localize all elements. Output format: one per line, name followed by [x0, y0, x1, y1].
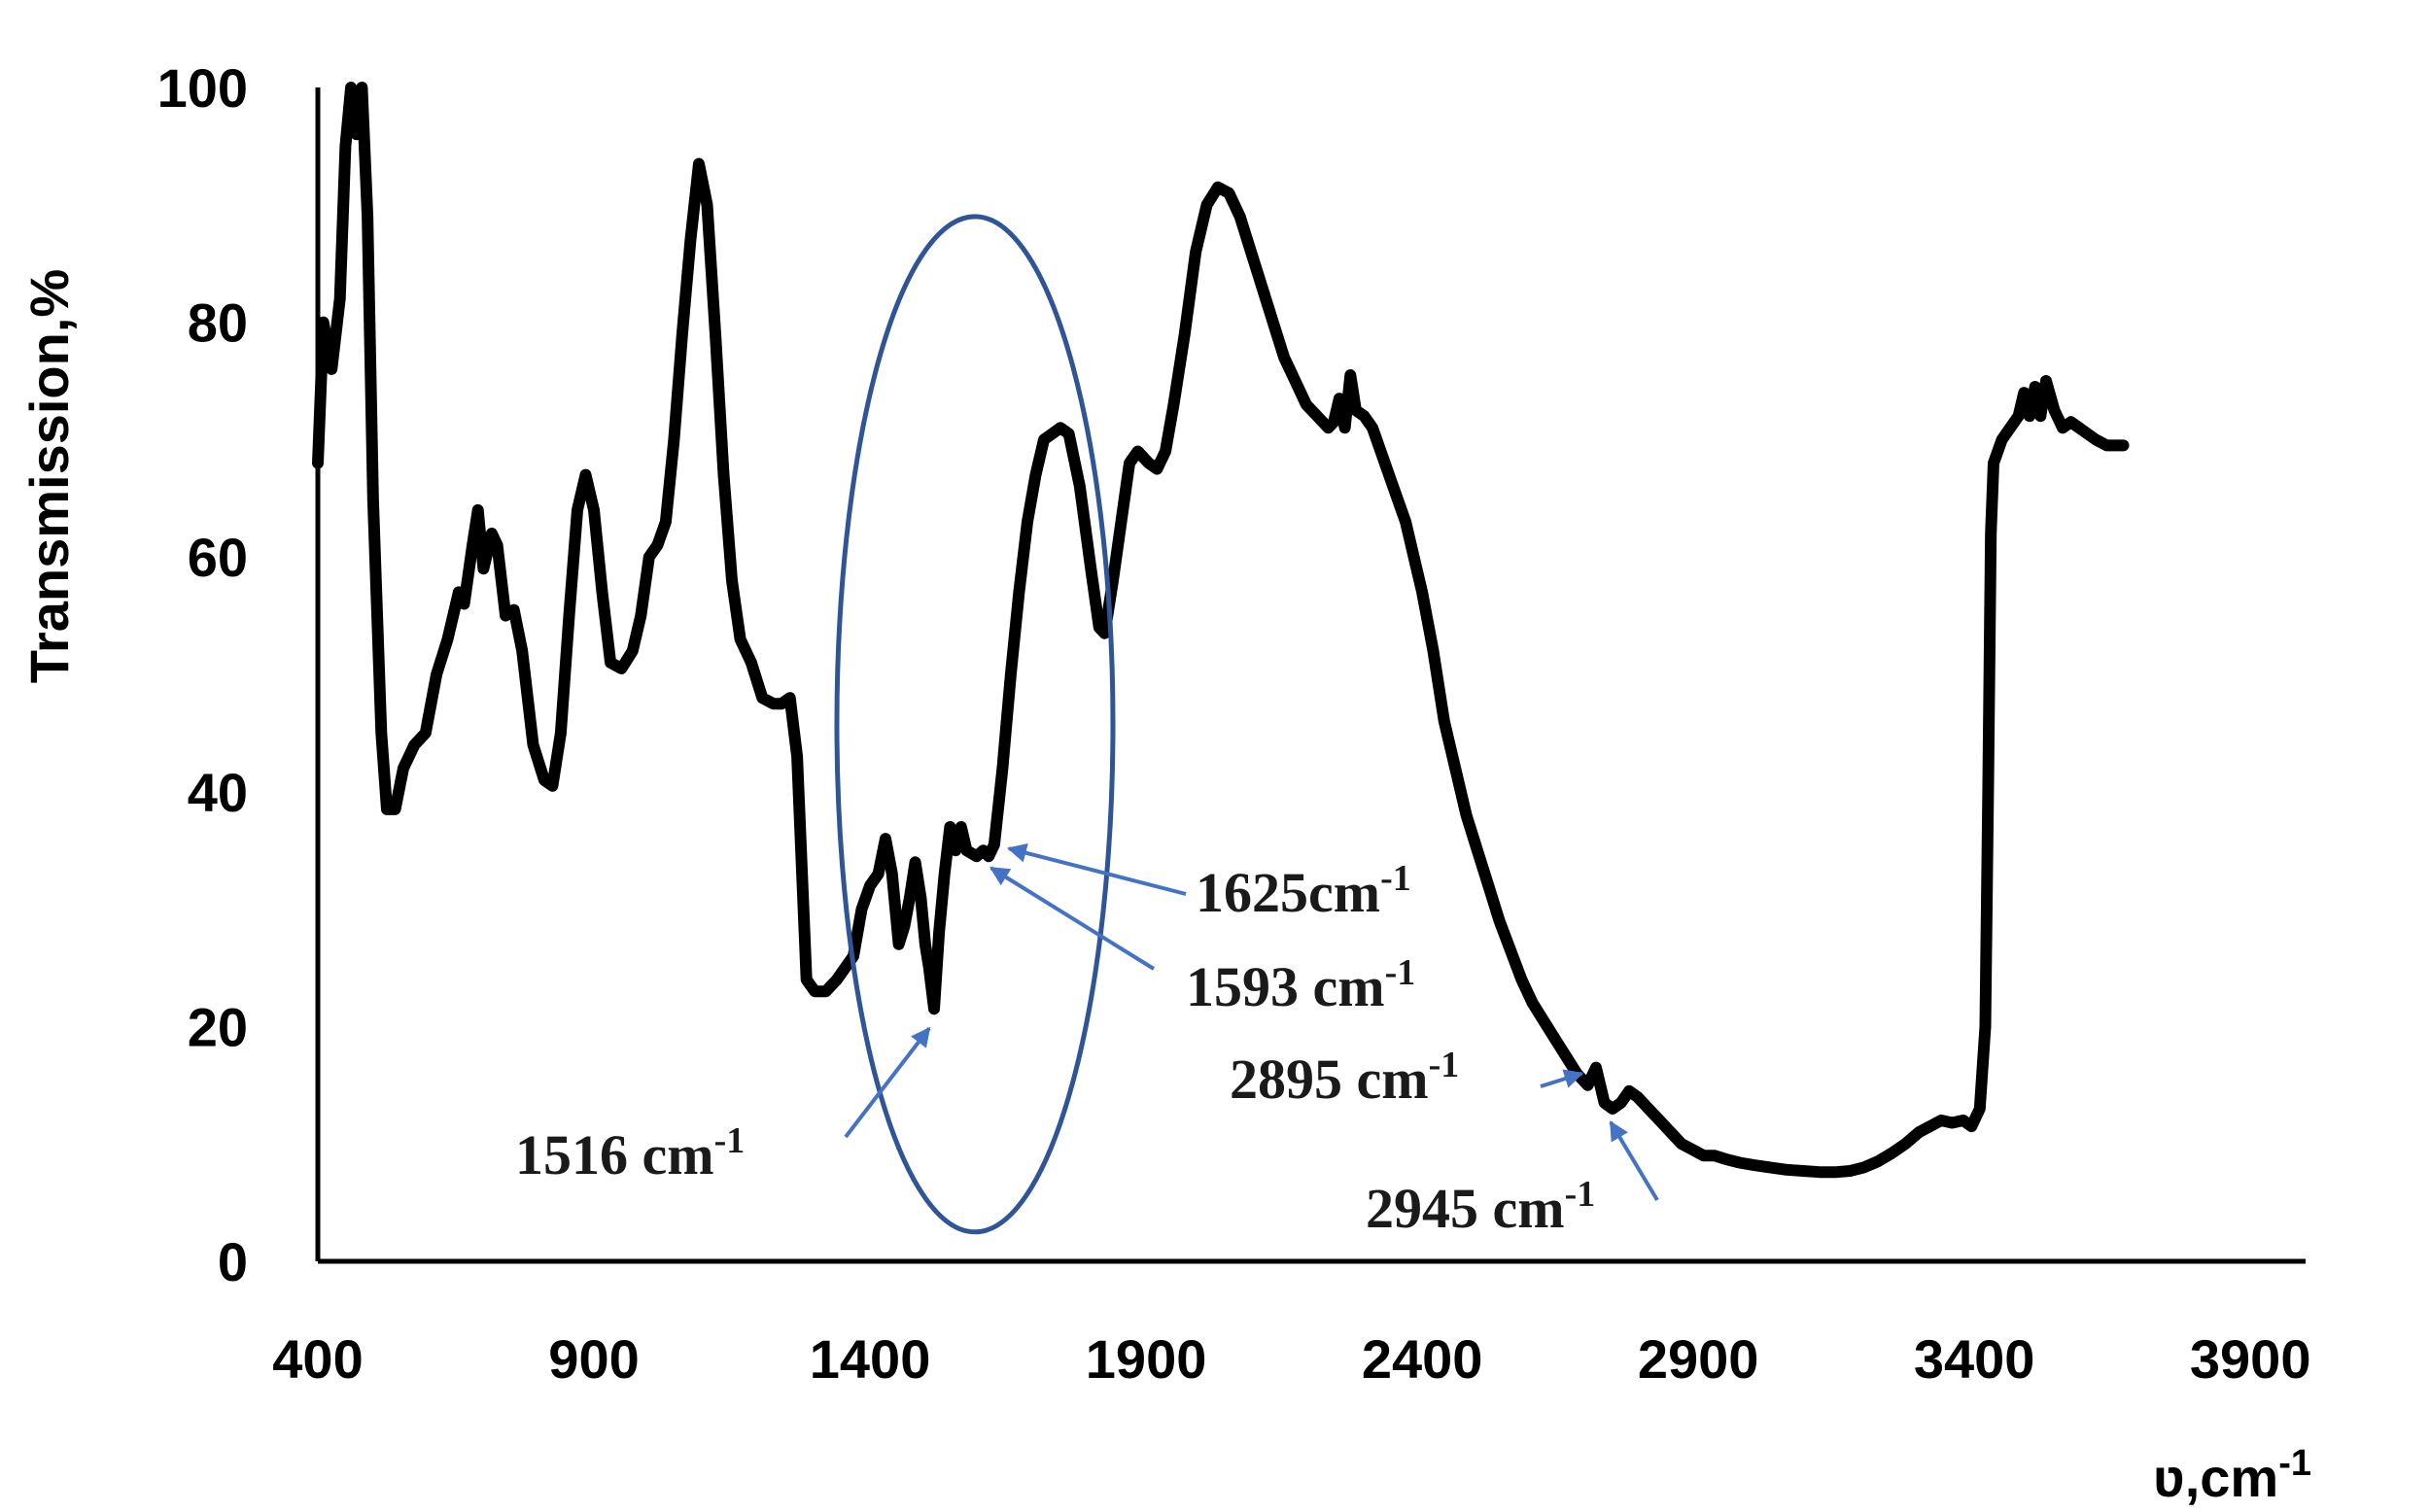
y-axis-ticks: 0 20 40 60 80 100 [157, 57, 248, 1292]
annotation-label: 1593 cm-1 [1186, 952, 1415, 1018]
annotation-label: 1625cm-1 [1196, 858, 1411, 924]
spectrum-line [312, 82, 2130, 1179]
y-tick-label: 0 [218, 1231, 248, 1292]
x-axis-title: ʋ,cm-1 [2153, 1443, 2311, 1508]
annotation-label-main: 2945 cm [1366, 1177, 1565, 1240]
x-tick-label: 900 [548, 1328, 639, 1390]
annotation-label: 1516 cm-1 [515, 1120, 745, 1186]
annotation-label-main: 1593 cm [1186, 955, 1385, 1018]
annotation-label: 2895 cm-1 [1230, 1045, 1459, 1111]
x-tick-label: 1900 [1086, 1328, 1207, 1390]
annotation-arrow [1609, 1120, 1659, 1202]
annotation-label-superscript: -1 [1429, 1045, 1460, 1085]
annotation-arrows [844, 842, 1659, 1202]
x-tick-label: 3400 [1914, 1328, 2035, 1390]
y-axis-title: Transmission,% [18, 269, 80, 683]
x-axis-title-main: ʋ,cm [2153, 1447, 2278, 1508]
annotation-label-superscript: -1 [1380, 858, 1411, 899]
annotation-arrow [989, 866, 1156, 971]
annotation-label-main: 1625cm [1196, 861, 1380, 924]
y-tick-label: 100 [157, 57, 248, 119]
x-tick-label: 400 [272, 1328, 363, 1390]
x-axis-ticks: 400 900 1400 1900 2400 2900 3400 3900 [272, 1328, 2310, 1390]
y-tick-label: 40 [188, 762, 248, 823]
highlight-ellipse [834, 214, 1116, 1235]
x-tick-label: 2400 [1362, 1328, 1483, 1390]
annotation-label: 2945 cm-1 [1366, 1174, 1595, 1240]
annotation-arrow [844, 1026, 931, 1139]
x-tick-label: 3900 [2190, 1328, 2311, 1390]
annotation-arrow [1006, 842, 1187, 896]
x-tick-label: 1400 [810, 1328, 931, 1390]
annotation-arrow [1540, 1069, 1584, 1088]
y-tick-label: 20 [188, 996, 248, 1057]
annotation-label-main: 2895 cm [1230, 1048, 1429, 1111]
y-tick-label: 80 [188, 292, 248, 354]
x-tick-label: 2900 [1638, 1328, 1759, 1390]
y-tick-label: 60 [188, 527, 248, 588]
annotation-label-superscript: -1 [1565, 1174, 1596, 1215]
x-axis-title-superscript: -1 [2278, 1443, 2311, 1484]
annotation-label-superscript: -1 [714, 1120, 746, 1161]
annotation-label-main: 1516 cm [515, 1123, 714, 1186]
annotation-label-superscript: -1 [1385, 952, 1416, 993]
